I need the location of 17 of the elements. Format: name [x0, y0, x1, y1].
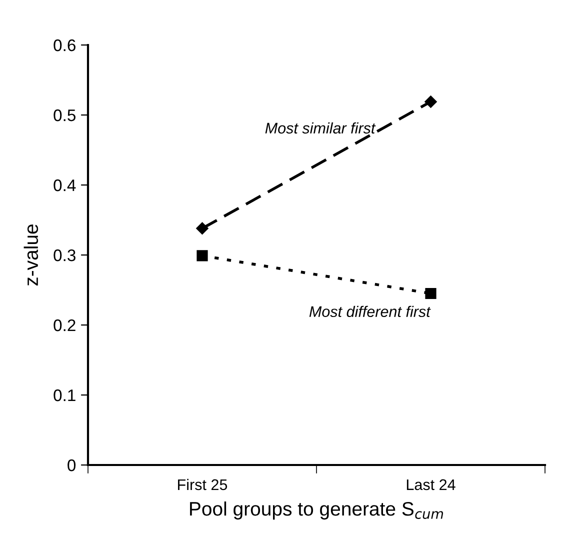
point	[425, 288, 436, 300]
y-tick-label: 0	[68, 459, 76, 472]
x-axis-title: Pool groups to generate S$_{cum}$	[190, 501, 444, 520]
series-label: Most different first	[309, 306, 431, 318]
y-axis-title: z-value	[24, 224, 38, 286]
series-label: Most similar first	[265, 122, 376, 134]
point	[196, 222, 208, 234]
y-tick-label: 0.5	[54, 109, 76, 122]
y-tick-label: 0.3	[54, 249, 76, 262]
y-tick-label: 0.6	[54, 39, 76, 52]
y-tick-label: 0.2	[54, 319, 76, 332]
y-tick-label: 0.4	[54, 179, 76, 192]
x-tick-label: Last 24	[406, 479, 456, 490]
x-tick-label: First 25	[178, 478, 228, 490]
point	[424, 96, 437, 108]
y-tick-label: 0.1	[54, 389, 76, 402]
point	[196, 250, 208, 262]
